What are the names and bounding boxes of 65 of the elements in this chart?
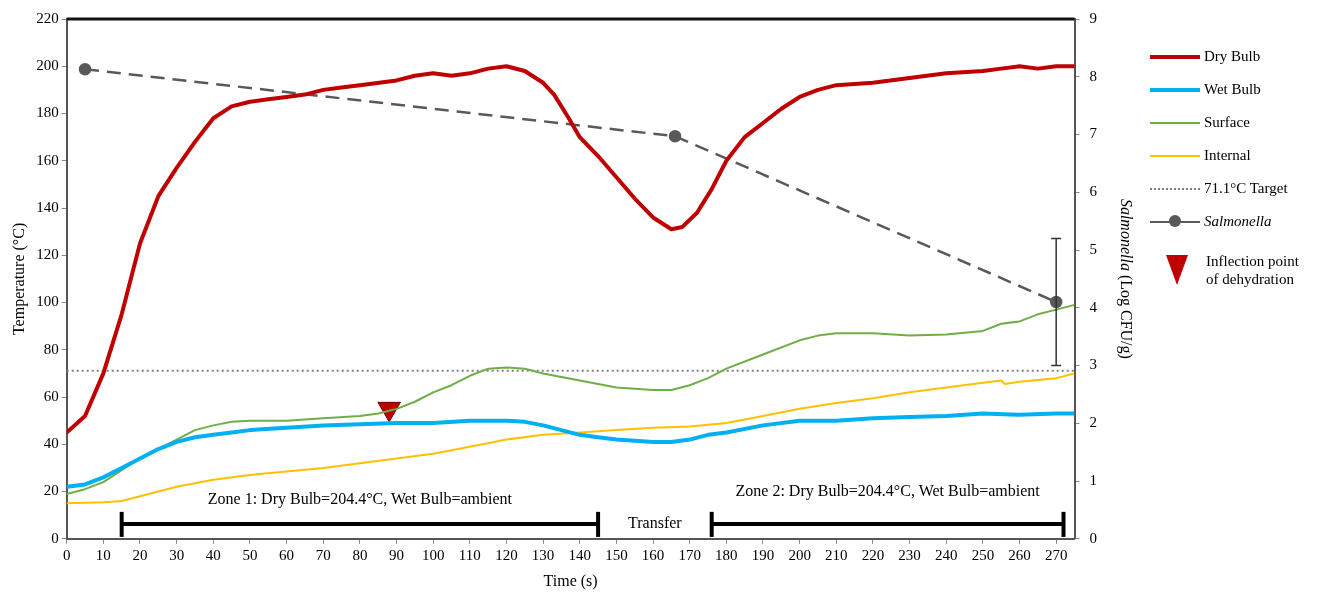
x-tick-label: 40 [205, 546, 221, 563]
y2-tick-label: 1 [1089, 471, 1097, 488]
point [78, 63, 92, 76]
legend-label: Surface [1204, 114, 1250, 131]
y-tick-label: 60 [43, 387, 59, 404]
y-tick-label: 140 [36, 198, 59, 215]
x-tick-label: 120 [495, 546, 518, 563]
x-tick-label: 30 [169, 546, 185, 563]
x-tick-label: 260 [1008, 546, 1031, 563]
y-tick-label: 0 [51, 529, 59, 546]
legend-label: Dry Bulb [1204, 48, 1261, 65]
x-tick-label: 140 [568, 546, 592, 563]
x-tick-label: 210 [825, 546, 848, 563]
legend-label: Wet Bulb [1204, 81, 1261, 98]
point [668, 129, 682, 143]
legend-label: Internal [1204, 147, 1251, 164]
x-tick-label: 60 [279, 546, 295, 563]
legend-label: Salmonella [1204, 213, 1272, 230]
y-tick-label: 80 [43, 340, 59, 357]
x-tick-label: 220 [861, 546, 885, 563]
y2-tick-label: 7 [1089, 125, 1098, 142]
y2-tick-label: 3 [1089, 356, 1097, 373]
x-tick-label: 230 [898, 546, 921, 563]
y2-tick-label: 6 [1089, 183, 1098, 200]
annotation: Transfer [628, 514, 683, 532]
y2-tick-label: 0 [1089, 529, 1097, 546]
x-tick-label: 250 [971, 546, 995, 563]
y-tick-label: 100 [36, 293, 59, 310]
x-tick-label: 110 [458, 546, 481, 563]
x-tick-label: 80 [352, 546, 368, 563]
y-tick-label: 120 [36, 246, 59, 263]
y-tick-label: 200 [36, 57, 59, 74]
y-tick-label: 180 [36, 104, 59, 121]
x-axis-title: Time (s) [543, 571, 598, 590]
x-tick-label: 50 [242, 546, 258, 563]
y2-tick-label: 9 [1089, 9, 1097, 26]
x-tick-label: 20 [132, 546, 148, 563]
x-tick-label: 100 [421, 546, 445, 563]
x-tick-label: 70 [315, 546, 331, 563]
legend-label: Inflection point of dehydration [1206, 252, 1300, 288]
x-tick-label: 240 [934, 546, 958, 563]
annotation: Zone 1: Dry Bulb=204.4°C, Wet Bulb=ambient [207, 490, 513, 509]
x-tick-label: 190 [751, 546, 775, 563]
annotation: Zone 2: Dry Bulb=204.4°C, Wet Bulb=ambient [735, 482, 1041, 501]
x-tick-label: 90 [389, 546, 405, 563]
x-tick-label: 10 [95, 546, 111, 563]
y2-tick-label: 4 [1089, 298, 1098, 315]
y-tick-label: 220 [36, 9, 59, 26]
y-tick-label: 160 [36, 151, 59, 168]
x-tick-label: 130 [531, 546, 555, 563]
y2-tick-label: 2 [1089, 414, 1097, 431]
x-tick-label: 200 [788, 546, 811, 563]
x-tick-label: 270 [1044, 546, 1068, 563]
x-tick-label: 170 [678, 546, 701, 563]
y2-tick-label: 8 [1089, 67, 1097, 84]
y-axis-title: Temperature (°C) [9, 222, 28, 336]
x-tick-label: 160 [641, 546, 665, 563]
y-tick-label: 40 [43, 435, 59, 452]
y2-tick-label: 5 [1089, 240, 1097, 257]
legend-label: 71.1°C Target [1204, 180, 1288, 197]
x-tick-label: 180 [715, 546, 738, 563]
x-tick-label: 0 [62, 546, 71, 563]
y2-axis-title: Salmonella (Log CFU/g) [1116, 198, 1135, 359]
x-tick-label: 150 [605, 546, 628, 563]
y-tick-label: 20 [43, 482, 59, 499]
